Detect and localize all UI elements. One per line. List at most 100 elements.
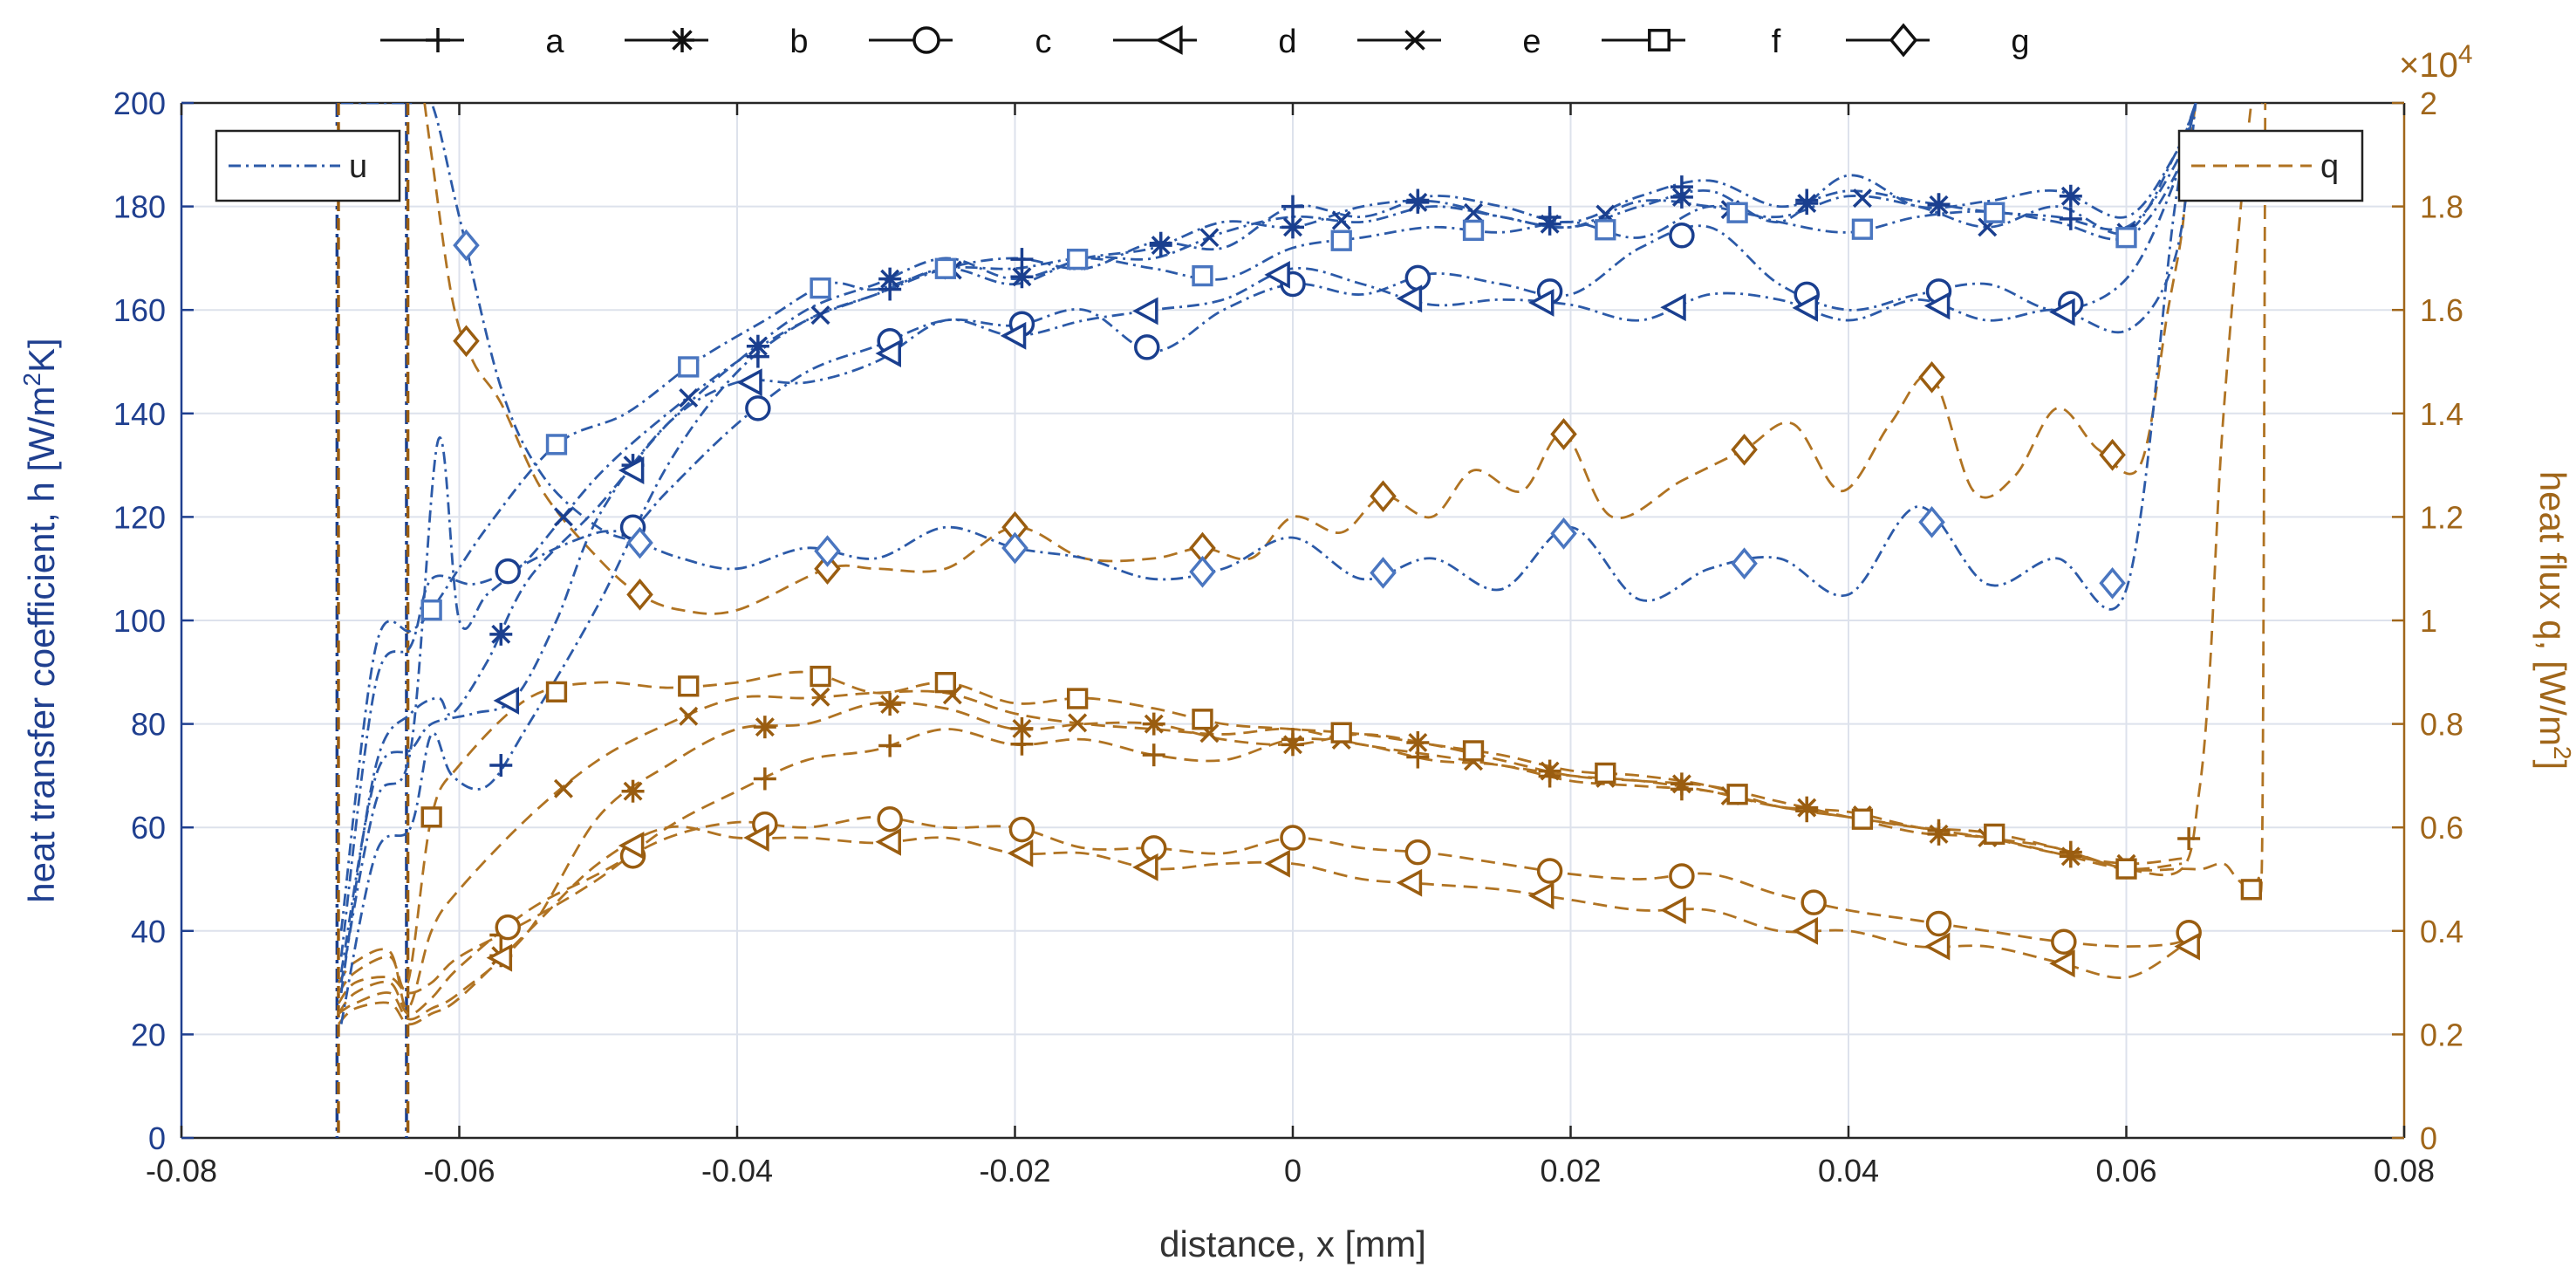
h-marker-d [2049, 298, 2075, 326]
legend-marker-f [1648, 29, 1671, 51]
q-marker-c-c [1280, 825, 1306, 851]
q-marker-c [1280, 825, 1306, 851]
h-marker-f-s [1984, 202, 2005, 223]
q-marker-b [1927, 822, 1951, 846]
y-axis-right-label-end: ] [2532, 760, 2573, 771]
q-marker-e-d2 [810, 687, 830, 707]
h-marker-b-d2 [1797, 194, 1817, 214]
series-markers [420, 175, 2262, 978]
q-marker-e [810, 687, 830, 707]
q-marker-g [2099, 438, 2126, 471]
legend-marker-c [912, 26, 940, 54]
q-marker-c-c [2051, 928, 2077, 956]
h-marker-g [1550, 517, 1577, 550]
h-marker-f [1595, 219, 1616, 241]
h-series-line-f [339, 103, 2197, 931]
q-marker-b-d2 [755, 717, 775, 737]
h-marker-e [1464, 202, 1484, 223]
x-tick-label: 0.08 [2374, 1153, 2435, 1189]
h-marker-b-d2 [1929, 195, 1949, 215]
q-marker-b [1670, 772, 1693, 796]
q-marker-f-s [1067, 688, 1089, 709]
h-marker-a [2059, 207, 2082, 230]
q-marker-f [2240, 879, 2262, 901]
q-marker-d [743, 824, 769, 852]
q-marker-f-s [1851, 808, 1874, 830]
y-left-tick-label: 80 [131, 707, 166, 743]
q-marker-g-d [1731, 433, 1758, 466]
h-marker-d [1660, 293, 1686, 322]
q-marker-c-c [1008, 816, 1035, 843]
q-marker-f-s [1726, 784, 1748, 805]
q-marker-f [810, 665, 831, 688]
y-right-tick-label: 0.6 [2420, 810, 2463, 846]
q-marker-g-d [1370, 480, 1397, 513]
q-marker-g-d [626, 579, 653, 611]
q-marker-d-t [1527, 881, 1554, 910]
h-marker-g [453, 229, 480, 262]
legend-marker-e [1404, 30, 1425, 51]
h-marker-f [1067, 248, 1089, 271]
x-tick-label: 0 [1284, 1153, 1302, 1189]
y-right-tick-label: 0.4 [2420, 914, 2463, 949]
h-marker-b-d2 [1283, 217, 1302, 237]
q-marker-b-d2 [880, 695, 900, 715]
h-marker-b [746, 334, 769, 358]
q-marker-c [1008, 816, 1035, 843]
q-marker-a [2177, 827, 2201, 851]
h-marker-e [553, 507, 573, 527]
h-marker-g [1918, 505, 1945, 538]
q-marker-d-t [743, 824, 769, 852]
q-marker-f-s [1330, 722, 1352, 743]
h-marker-d [1792, 293, 1819, 322]
h-marker-b-d2 [1408, 192, 1428, 212]
h-marker-a [1281, 195, 1304, 218]
h-marker-f [810, 277, 831, 299]
q-marker-d [1660, 896, 1686, 925]
h-marker-g-d [1731, 547, 1758, 580]
legend-label-e: e [1522, 24, 1541, 60]
q-marker-e-d2 [1199, 723, 1220, 743]
h-marker-e [679, 388, 699, 408]
h-marker-b [1010, 265, 1034, 289]
q-marker-c-c [877, 805, 903, 832]
marker-legend: a b c d e f g [380, 23, 2030, 60]
h-marker-b-d2 [1151, 236, 1171, 256]
y-right-tick-label: 1.8 [2420, 189, 2463, 225]
h-marker-e-d2 [1331, 210, 1351, 230]
y-axis-left-label-end: K] [21, 338, 62, 373]
h-marker-f [2115, 227, 2137, 249]
q-marker-c-c [1925, 910, 1952, 937]
q-marker-g [626, 579, 653, 611]
q-marker-f-s [1462, 740, 1485, 762]
q-marker-d-t [1132, 853, 1158, 881]
q-marker-b [1538, 759, 1561, 783]
q-marker-b-d2 [1929, 824, 1949, 844]
q-marker-b-d2 [1671, 774, 1691, 794]
h-marker-e [1331, 210, 1351, 230]
h-marker-g-d [1550, 517, 1577, 550]
q-marker-f [2115, 858, 2137, 880]
h-marker-f-s [1595, 219, 1616, 241]
q-marker-d-t [875, 827, 901, 856]
h-marker-b-d2 [1540, 214, 1560, 234]
y-left-tick-label: 20 [131, 1017, 166, 1052]
q-marker-g [1731, 433, 1758, 466]
h-marker-f [1851, 218, 1874, 240]
y-left-tick-label: 160 [113, 292, 166, 328]
h-marker-g [814, 535, 841, 567]
q-marker-g [453, 325, 480, 358]
h-marker-d-t [1792, 293, 1819, 322]
h-marker-d [1396, 284, 1423, 313]
q-marker-d-t [1264, 849, 1290, 878]
h-marker-g-d [2099, 566, 2126, 599]
h-marker-c [745, 395, 771, 421]
q-marker-c [1800, 889, 1827, 915]
h-marker-c [1669, 223, 1695, 249]
q-marker-b [878, 693, 902, 716]
h-marker-d-t [2049, 298, 2075, 326]
q-marker-f-s [1595, 762, 1616, 784]
h-series-line-g [341, 103, 2197, 611]
q-marker-d [1527, 881, 1554, 910]
